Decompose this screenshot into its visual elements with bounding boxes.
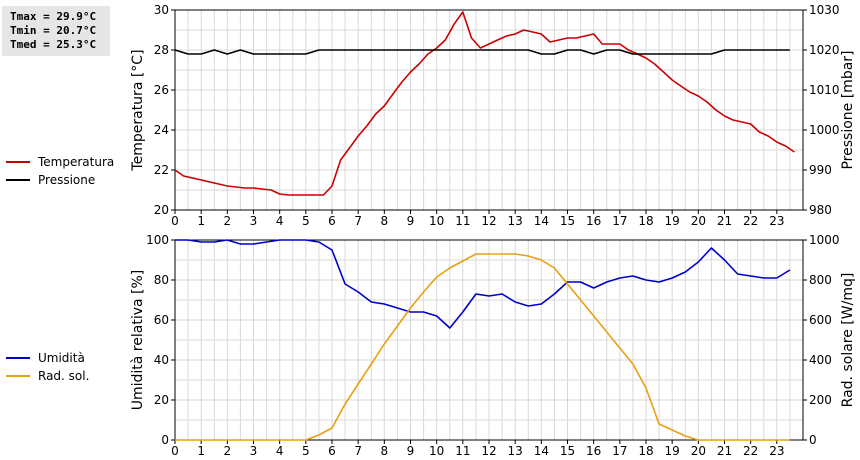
- chart1-x-tick-label: 0: [171, 214, 179, 228]
- chart1-x-tick-label: 12: [481, 214, 496, 228]
- chart2-y-left-tick-label: 100: [146, 233, 169, 247]
- chart1-y-left-tick-label: 26: [154, 83, 169, 97]
- chart2-series-primary-line: [175, 239, 791, 329]
- chart2-y-left-tick-label: 20: [154, 393, 169, 407]
- chart2-x-tick-label: 5: [302, 444, 310, 458]
- chart2-x-tick-label: 12: [481, 444, 496, 458]
- chart2-x-tick-label: 14: [534, 444, 549, 458]
- chart2-y-right-tick-label: 1000: [809, 233, 840, 247]
- chart1-y-left-label: Temperatura [°C]: [130, 49, 146, 171]
- chart1-x-tick-label: 14: [534, 214, 549, 228]
- chart1-x-tick-label: 8: [381, 214, 389, 228]
- chart2-x-tick-label: 10: [429, 444, 444, 458]
- chart1-y-right-tick-label: 1000: [809, 123, 840, 137]
- chart2-x-tick-label: 15: [560, 444, 575, 458]
- chart2-x-tick-label: 22: [743, 444, 758, 458]
- chart1-x-tick-label: 5: [302, 214, 310, 228]
- chart2-x-tick-label: 6: [328, 444, 336, 458]
- chart2-x-tick-label: 13: [508, 444, 523, 458]
- chart1-x-tick-label: 2: [224, 214, 232, 228]
- chart2-x-tick-label: 9: [407, 444, 415, 458]
- chart1-y-right-tick-label: 1010: [809, 83, 840, 97]
- chart2-x-tick-label: 18: [638, 444, 653, 458]
- chart1-x-tick-label: 13: [508, 214, 523, 228]
- chart1-x-tick-label: 20: [691, 214, 706, 228]
- chart2-y-right-tick-label: 600: [809, 313, 832, 327]
- chart1-series-primary-line: [174, 11, 795, 196]
- chart1-x-tick-label: 16: [586, 214, 601, 228]
- chart2-x-tick-label: 17: [612, 444, 627, 458]
- chart2-x-tick-label: 2: [224, 444, 232, 458]
- chart1-x-tick-label: 10: [429, 214, 444, 228]
- chart2-series-secondary-line: [175, 253, 790, 441]
- chart1-series-secondary-line: [174, 49, 790, 55]
- chart1-y-right-label: Pressione [mbar]: [840, 50, 856, 169]
- chart1-x-tick-label: 1: [197, 214, 205, 228]
- chart2-y-right-tick-label: 800: [809, 273, 832, 287]
- chart1-legend-label: Pressione: [38, 173, 95, 187]
- chart2-x-tick-label: 4: [276, 444, 284, 458]
- chart1-x-tick-label: 6: [328, 214, 336, 228]
- chart2-x-tick-label: 21: [717, 444, 732, 458]
- chart2-y-left-tick-label: 0: [161, 433, 169, 447]
- chart2-x-tick-label: 20: [691, 444, 706, 458]
- chart1-y-left-tick-label: 28: [154, 43, 169, 57]
- chart2-y-left-label: Umidità relativa [%]: [130, 270, 146, 411]
- chart1-x-tick-label: 3: [250, 214, 258, 228]
- chart1-x-tick-label: 7: [354, 214, 362, 228]
- chart1-x-tick-label: 21: [717, 214, 732, 228]
- chart1-y-left-tick-label: 30: [154, 3, 169, 17]
- chart2-legend-label: Umidità: [38, 351, 85, 365]
- chart2-x-tick-label: 11: [455, 444, 470, 458]
- chart2-y-right-tick-label: 400: [809, 353, 832, 367]
- chart2-x-tick-label: 23: [769, 444, 784, 458]
- chart1-y-left-tick-label: 20: [154, 203, 169, 217]
- chart2-y-left-tick-label: 60: [154, 313, 169, 327]
- chart1-x-tick-label: 23: [769, 214, 784, 228]
- chart1-x-tick-label: 18: [638, 214, 653, 228]
- chart1-legend-label: Temperatura: [37, 155, 114, 169]
- chart1-x-tick-label: 9: [407, 214, 415, 228]
- chart2-y-right-tick-label: 200: [809, 393, 832, 407]
- chart1-x-tick-label: 19: [665, 214, 680, 228]
- tmin-readout: Tmin = 20.7°C: [10, 24, 97, 37]
- chart2-y-left-tick-label: 80: [154, 273, 169, 287]
- chart1-y-left-tick-label: 24: [154, 123, 169, 137]
- chart1-y-right-tick-label: 980: [809, 203, 832, 217]
- chart1-x-tick-label: 17: [612, 214, 627, 228]
- chart2-x-tick-label: 16: [586, 444, 601, 458]
- chart1-x-tick-label: 11: [455, 214, 470, 228]
- chart1-y-right-tick-label: 1020: [809, 43, 840, 57]
- chart1-x-tick-label: 22: [743, 214, 758, 228]
- chart2-x-tick-label: 7: [354, 444, 362, 458]
- chart1-x-tick-label: 15: [560, 214, 575, 228]
- chart1-y-right-tick-label: 1030: [809, 3, 840, 17]
- chart2-x-tick-label: 8: [381, 444, 389, 458]
- chart2-x-tick-label: 0: [171, 444, 179, 458]
- chart2-y-right-label: Rad. solare [W/mq]: [840, 273, 856, 408]
- chart1-y-left-tick-label: 22: [154, 163, 169, 177]
- tmax-readout: Tmax = 29.9°C: [10, 10, 97, 23]
- tmed-readout: Tmed = 25.3°C: [10, 38, 97, 51]
- chart2-x-tick-label: 3: [250, 444, 258, 458]
- chart2-legend-label: Rad. sol.: [38, 369, 89, 383]
- chart2-x-tick-label: 19: [665, 444, 680, 458]
- chart2-y-right-tick-label: 0: [809, 433, 817, 447]
- chart2-x-tick-label: 1: [197, 444, 205, 458]
- chart2-y-left-tick-label: 40: [154, 353, 169, 367]
- chart1-x-tick-label: 4: [276, 214, 284, 228]
- stats-box: Tmax = 29.9°C Tmin = 20.7°C Tmed = 25.3°…: [2, 6, 110, 56]
- chart1-y-right-tick-label: 990: [809, 163, 832, 177]
